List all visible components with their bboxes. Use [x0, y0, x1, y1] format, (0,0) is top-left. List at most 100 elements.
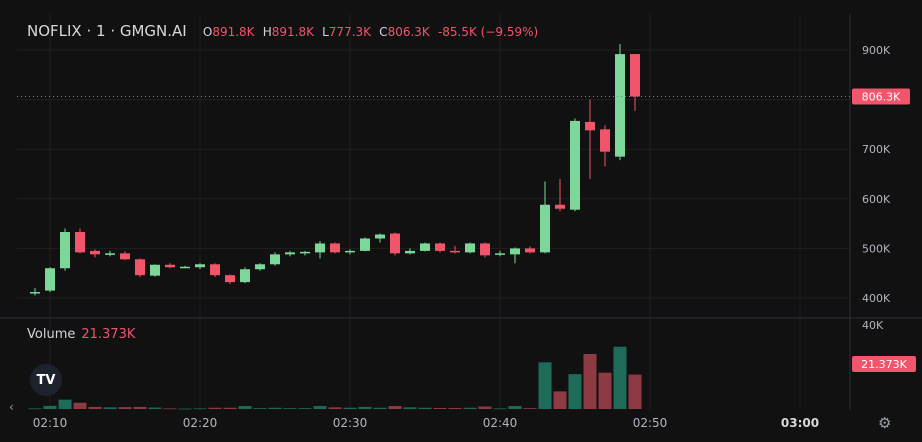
candle-body [375, 234, 385, 239]
high-label: H [262, 25, 272, 39]
candle-body [105, 253, 115, 255]
volume-bar [523, 408, 537, 409]
candle-body [240, 269, 250, 283]
volume-bar [58, 399, 72, 409]
close-value: 806.3K [387, 25, 430, 39]
price-tick-label: 700K [862, 143, 891, 156]
candle-body [225, 275, 235, 283]
volume-label: Volume [27, 327, 76, 342]
volume-bar [208, 407, 222, 409]
candle-body [555, 204, 565, 209]
volume-bar [598, 372, 612, 409]
candle-body [90, 250, 100, 255]
volume-tag: 21.373K [861, 358, 907, 371]
volume-bar [163, 408, 177, 410]
candle-body [570, 120, 580, 210]
volume-bar [88, 406, 102, 409]
candle-body [420, 243, 430, 251]
tradingview-logo[interactable]: TV [30, 364, 62, 396]
open-value: 891.8K [212, 25, 255, 39]
candle-body [450, 250, 460, 253]
candle-body [45, 268, 55, 291]
volume-bar [418, 407, 432, 409]
volume-bar [553, 391, 567, 409]
candle-body [300, 251, 310, 254]
volume-bar [28, 408, 42, 410]
candle-body [495, 253, 505, 255]
volume-bar [298, 408, 312, 409]
candle-body [330, 243, 340, 253]
volume-bar [433, 407, 447, 409]
candle-body [435, 243, 445, 251]
candle-body [195, 264, 205, 268]
volume-bar [583, 354, 597, 409]
volume-bar [268, 407, 282, 409]
last-price-tag-bg [852, 88, 910, 105]
gear-icon[interactable]: ⚙ [878, 414, 892, 432]
candle-body [540, 204, 550, 253]
time-tick-label: 02:20 [183, 416, 218, 430]
time-tick-label: 02:10 [33, 416, 68, 430]
volume-bar [388, 406, 402, 409]
candle-body [60, 232, 70, 269]
candle-body [345, 250, 355, 253]
low-label: L [322, 25, 329, 39]
candle-body [180, 266, 190, 269]
volume-bar [73, 402, 87, 409]
volume-bar [103, 407, 117, 409]
volume-bar [133, 406, 147, 409]
volume-bar [403, 407, 417, 409]
volume-tick-label: 40K [862, 319, 884, 332]
volume-bar [223, 407, 237, 409]
volume-bar [238, 406, 252, 409]
volume-bar [43, 405, 57, 409]
high-value: 891.8K [271, 25, 314, 39]
time-tick-label: 02:30 [333, 416, 368, 430]
price-tick-label: 900K [862, 44, 891, 57]
candle-body [285, 252, 295, 255]
candle-body [270, 254, 280, 265]
chevron-left-icon[interactable]: ‹ [9, 400, 14, 414]
volume-bar [448, 407, 462, 409]
volume-bar [313, 406, 327, 409]
candle-body [120, 253, 130, 260]
candle-body [405, 250, 415, 254]
candle-body [525, 248, 535, 253]
volume-bar [283, 408, 297, 409]
volume-bar [373, 407, 387, 409]
volume-legend: Volume 21.373K [27, 327, 135, 342]
volume-bar [118, 407, 132, 409]
chart-header: NOFLIX · 1 · GMGN.AI O891.8K H891.8K L77… [27, 22, 538, 40]
time-tick-label: 03:00 [781, 416, 819, 430]
volume-bar [193, 408, 207, 410]
volume-bar [478, 406, 492, 409]
candle-body [465, 243, 475, 253]
volume-bar [538, 362, 552, 409]
candle-body [630, 54, 640, 97]
volume-bar [343, 407, 357, 409]
last-price-tag: 806.3K [862, 90, 901, 103]
candle-body [165, 264, 175, 268]
candle-body [480, 243, 490, 256]
low-value: 777.3K [328, 25, 372, 39]
volume-bar [628, 374, 642, 409]
candle-body [390, 233, 400, 254]
time-tick-label: 02:40 [483, 416, 518, 430]
volume-bar [493, 408, 507, 410]
volume-bar [508, 406, 522, 409]
volume-bar [463, 407, 477, 409]
time-tick-label: 02:50 [633, 416, 668, 430]
volume-bar [328, 407, 342, 409]
change-value: -85.5K (−9.59%) [437, 25, 539, 39]
symbol-title: NOFLIX · 1 · GMGN.AI [27, 22, 187, 40]
candle-body [75, 232, 85, 253]
candle-body [255, 264, 265, 270]
price-tick-label: 400K [862, 292, 891, 305]
candle-body [615, 54, 625, 157]
volume-bar [568, 374, 582, 409]
candle-body [315, 243, 325, 253]
price-tick-label: 600K [862, 193, 891, 206]
volume-bar [253, 408, 267, 409]
candle-body [210, 264, 220, 276]
